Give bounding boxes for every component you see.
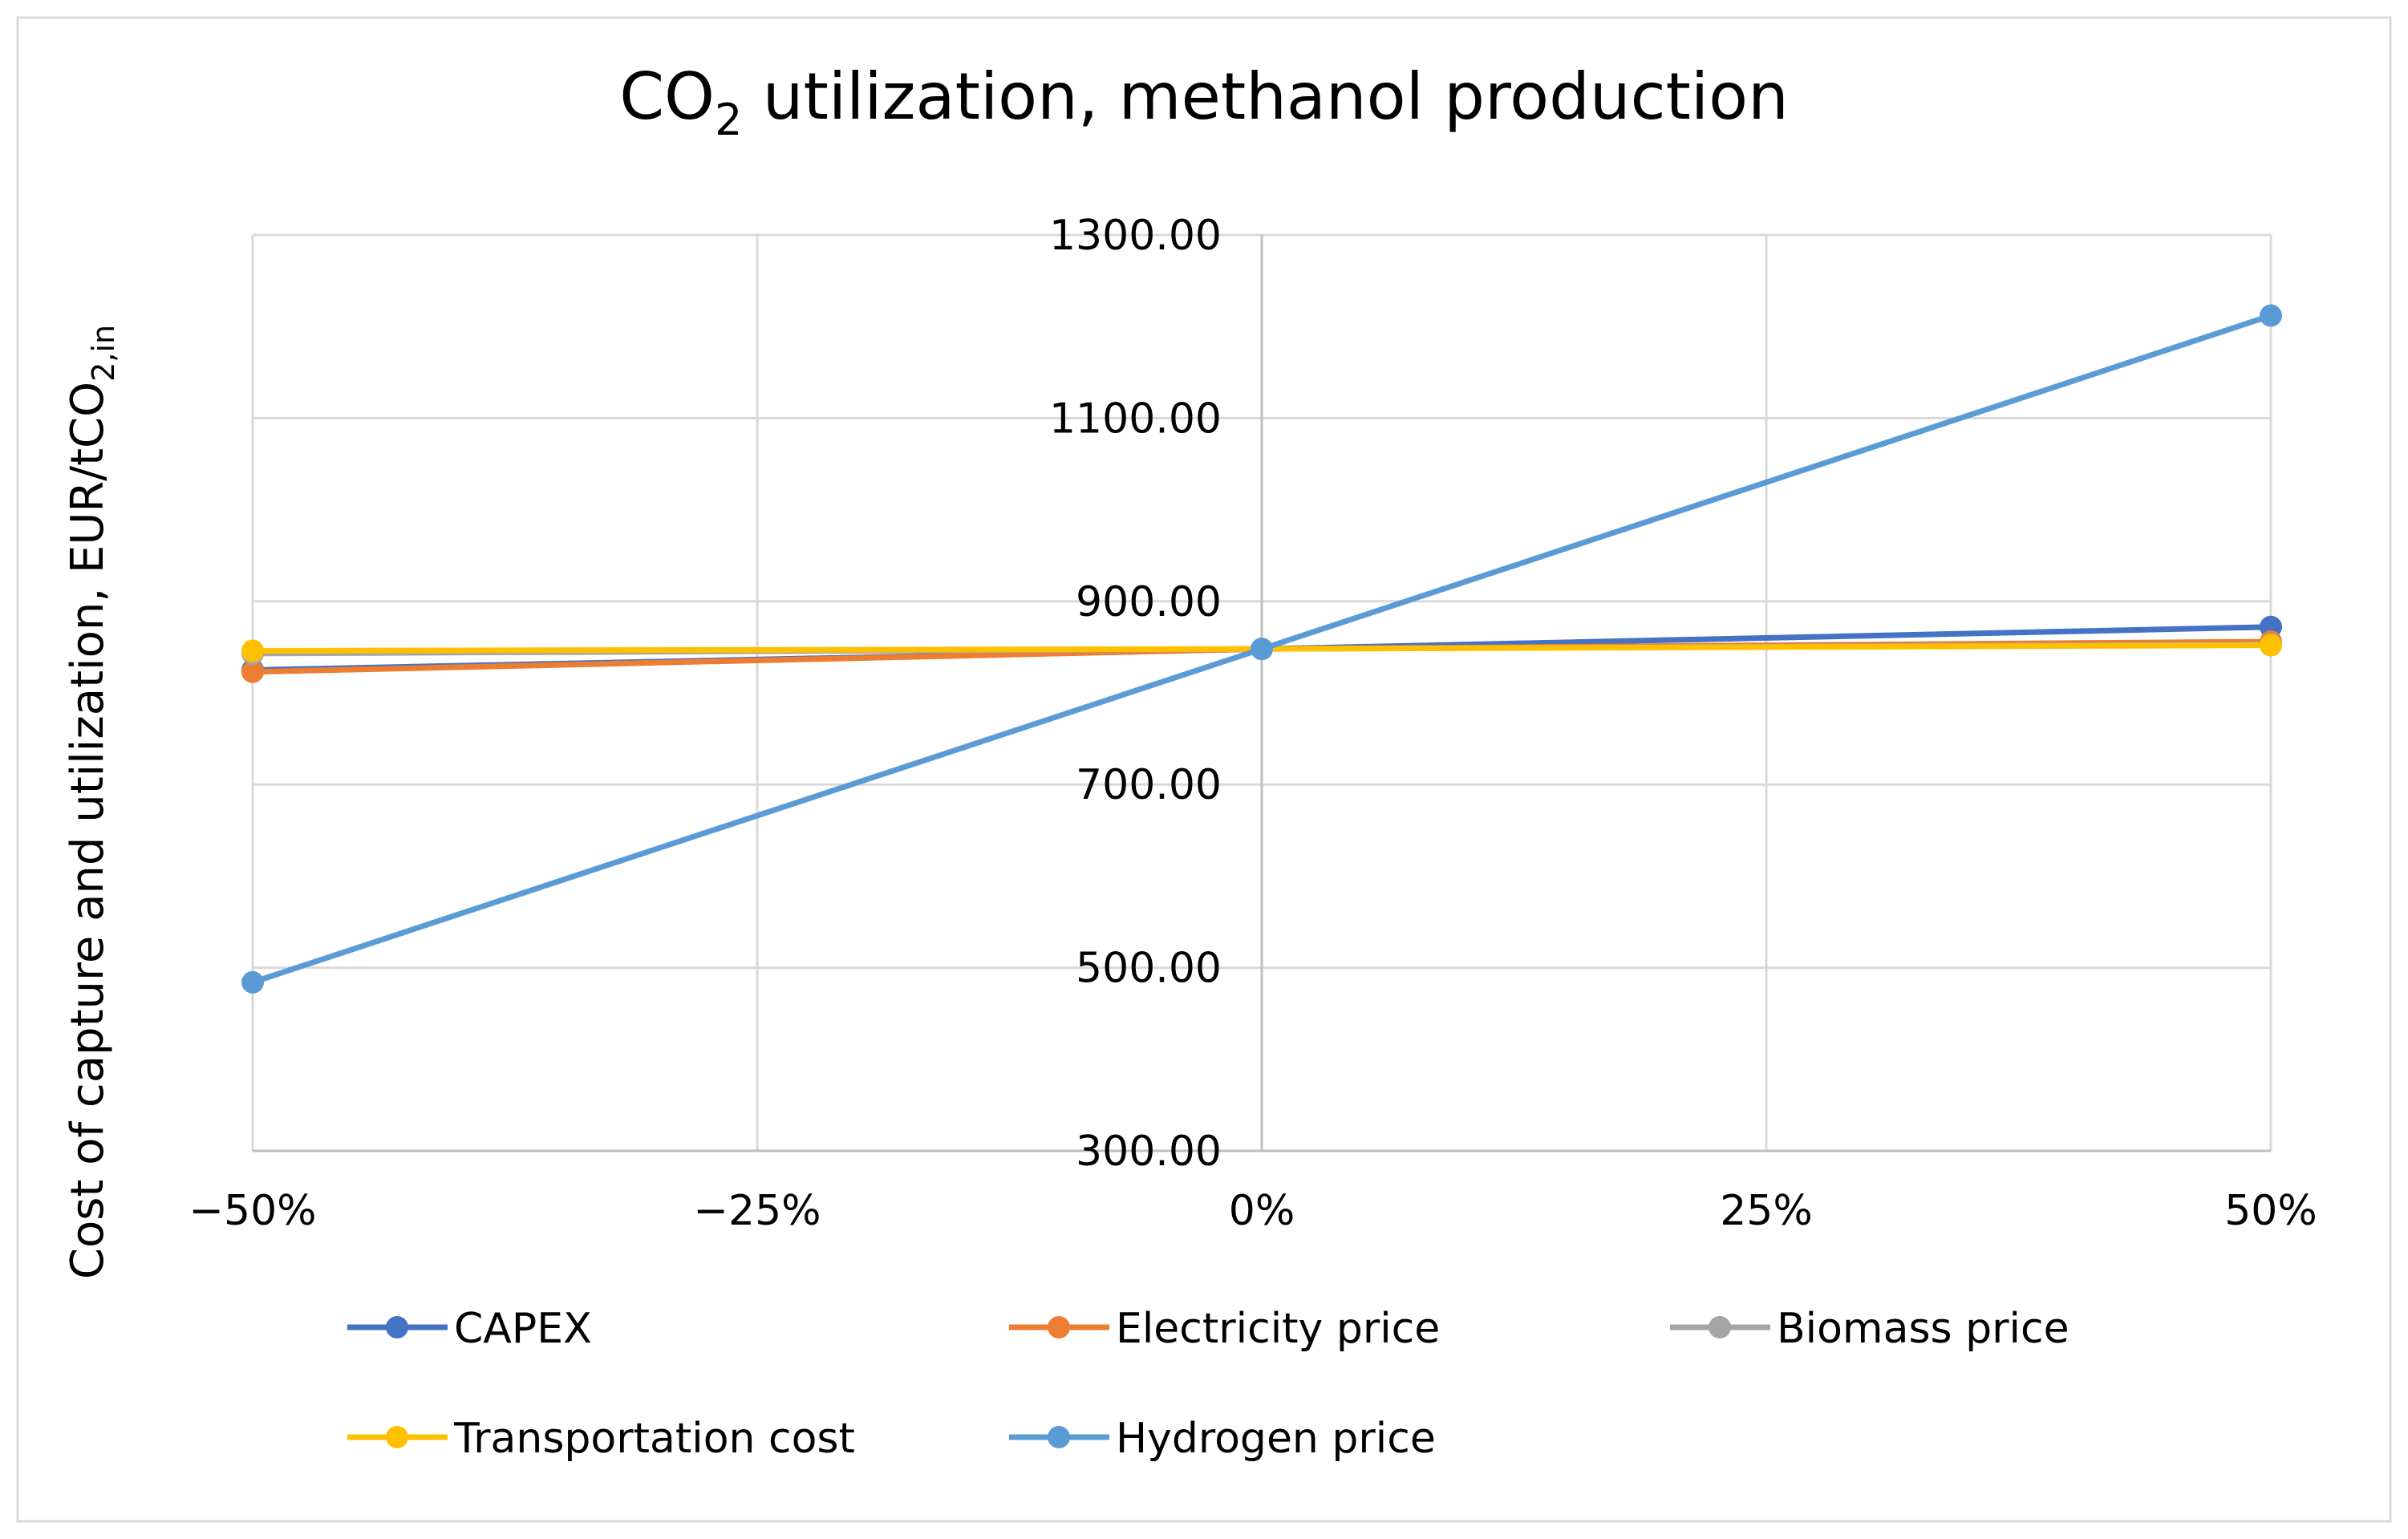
y-axis-label-subscript: 2,in bbox=[86, 325, 121, 382]
y-tick-label: 500.00 bbox=[1076, 945, 1222, 993]
data-point bbox=[2260, 634, 2282, 657]
legend-swatch-marker bbox=[1048, 1316, 1070, 1339]
x-tick-label: −50% bbox=[189, 1187, 316, 1235]
legend-item: Hydrogen price bbox=[1009, 1415, 1436, 1463]
y-tick-labels: 300.00 500.00 700.00 900.00 1100.00 1300.00 bbox=[1049, 212, 1222, 1176]
y-tick-label: 1100.00 bbox=[1049, 395, 1222, 443]
legend-label: Electricity price bbox=[1116, 1305, 1440, 1353]
axes bbox=[253, 235, 2271, 1152]
legend-swatch-marker bbox=[386, 1426, 408, 1448]
chart-title-subscript: 2 bbox=[715, 95, 742, 145]
data-point bbox=[241, 639, 264, 662]
y-tick-label: 300.00 bbox=[1076, 1128, 1222, 1176]
legend-item: Electricity price bbox=[1009, 1305, 1440, 1353]
legend-swatch-marker bbox=[1709, 1316, 1731, 1339]
data-point bbox=[1251, 638, 1273, 661]
y-tick-label: 700.00 bbox=[1076, 761, 1222, 809]
legend: CAPEX Electricity price Biomass price Trans… bbox=[347, 1305, 2070, 1463]
series-lines bbox=[241, 304, 2282, 994]
legend-label: Biomass price bbox=[1777, 1305, 2070, 1353]
x-tick-label: −25% bbox=[693, 1187, 821, 1235]
data-point bbox=[2260, 304, 2282, 327]
legend-label: CAPEX bbox=[454, 1305, 592, 1353]
chart-border bbox=[16, 16, 2392, 1523]
y-tick-label: 900.00 bbox=[1076, 578, 1222, 626]
y-tick-label: 1300.00 bbox=[1049, 212, 1222, 260]
data-point bbox=[241, 970, 264, 994]
chart-title: CO2 utilization, methanol production bbox=[619, 59, 1789, 145]
series-4 bbox=[241, 304, 2282, 994]
legend-label: Transportation cost bbox=[453, 1415, 855, 1463]
x-tick-label: 25% bbox=[1720, 1187, 1813, 1235]
legend-swatch-marker bbox=[1048, 1426, 1070, 1448]
legend-swatch-marker bbox=[386, 1316, 408, 1339]
x-tick-label: 0% bbox=[1229, 1187, 1295, 1235]
legend-item: CAPEX bbox=[347, 1305, 592, 1353]
legend-item: Transportation cost bbox=[347, 1415, 855, 1463]
x-tick-label: 50% bbox=[2224, 1187, 2317, 1235]
x-tick-labels: −50% −25% 0% 25% 50% bbox=[189, 1187, 2317, 1235]
legend-label: Hydrogen price bbox=[1116, 1415, 1436, 1463]
legend-item: Biomass price bbox=[1670, 1305, 2070, 1353]
y-axis-label: Cost of capture and utilization, EUR/tCO… bbox=[62, 325, 121, 1279]
data-point bbox=[241, 660, 264, 683]
